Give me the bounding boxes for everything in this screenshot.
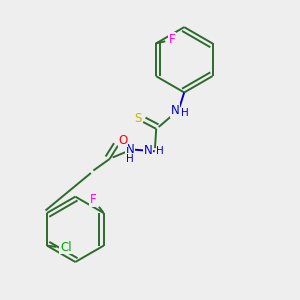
Text: F: F (89, 194, 96, 206)
Text: H: H (181, 108, 189, 118)
Text: N: N (144, 144, 153, 157)
Text: H: H (126, 154, 134, 164)
Text: S: S (134, 112, 142, 125)
Text: F: F (169, 33, 175, 46)
Text: H: H (156, 146, 164, 156)
Text: O: O (118, 134, 128, 146)
Text: N: N (125, 142, 134, 156)
Text: N: N (170, 104, 179, 117)
Text: Cl: Cl (60, 241, 71, 254)
